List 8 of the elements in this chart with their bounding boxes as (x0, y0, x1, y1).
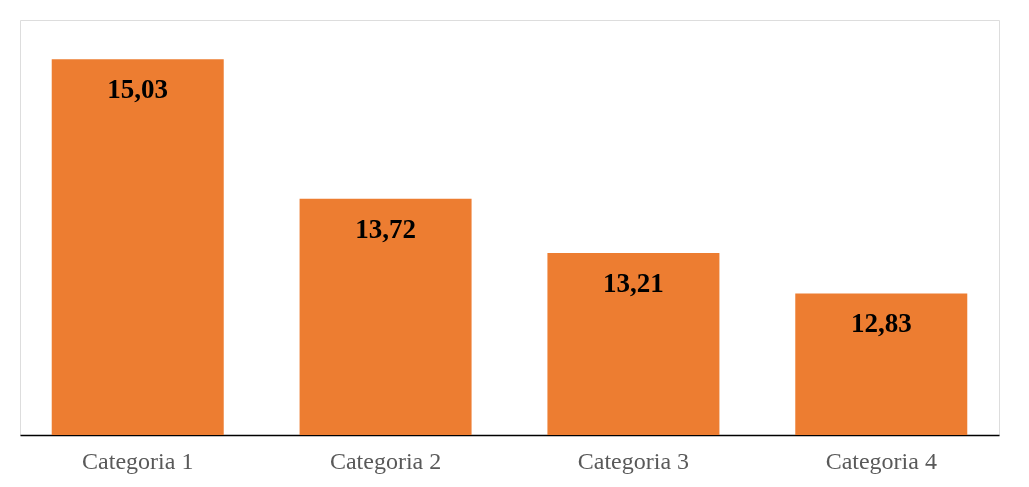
x-tick-label: Categoria 2 (329, 447, 442, 474)
data-label: 12,83 (850, 308, 912, 339)
x-tick-label: Categoria 4 (825, 447, 937, 474)
x-tick-label: Categoria 1 (82, 447, 194, 474)
data-label: 13,72 (355, 213, 416, 244)
data-label: 15,03 (107, 74, 169, 105)
data-label: 13,21 (603, 268, 664, 299)
x-tick-label: Categoria 3 (577, 447, 690, 474)
